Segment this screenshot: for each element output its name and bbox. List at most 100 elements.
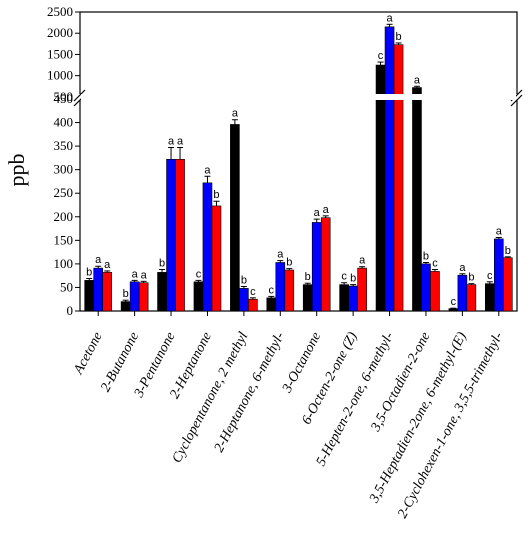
- bar: [357, 267, 367, 312]
- bar: [484, 283, 495, 312]
- significance-letter: b: [241, 275, 247, 287]
- significance-letter: b: [286, 257, 292, 269]
- bar: [493, 238, 504, 312]
- bar: [239, 288, 249, 312]
- y-tick-label: 2500: [47, 4, 73, 19]
- significance-letter: b: [395, 31, 401, 43]
- bar: [157, 272, 167, 312]
- y-tick-label: 100: [54, 256, 74, 271]
- y-tick-label: 150: [54, 232, 74, 247]
- significance-letter: a: [232, 108, 239, 120]
- category-labels: Acetone2-Butanone3-Pentanone2-HeptanoneC…: [71, 330, 507, 521]
- axis-break-mark-left: [73, 89, 86, 102]
- significance-letter: b: [505, 245, 511, 257]
- bar: [457, 274, 468, 312]
- significance-letter: c: [378, 50, 384, 62]
- significance-letter: a: [314, 207, 321, 219]
- significance-letter: a: [414, 74, 421, 86]
- bar: [193, 281, 204, 312]
- bar: [120, 301, 131, 312]
- significance-letter: a: [132, 268, 139, 280]
- significance-letter: a: [168, 136, 175, 148]
- significance-letter: b: [305, 271, 311, 283]
- significance-letter: a: [386, 12, 393, 24]
- bar: [311, 222, 322, 312]
- y-tick-label: 1000: [47, 68, 73, 83]
- significance-letter: c: [451, 296, 457, 308]
- plot-frame: [79, 11, 518, 312]
- bar: [348, 285, 358, 312]
- bar: [430, 271, 440, 312]
- significance-letter: a: [141, 269, 148, 281]
- significance-letter: a: [95, 254, 102, 266]
- significance-letter: c: [250, 286, 256, 298]
- significance-letter: a: [459, 262, 466, 274]
- bar: [230, 124, 240, 312]
- significance-letter: b: [86, 266, 92, 278]
- bar: [102, 272, 113, 312]
- significance-letter: a: [496, 226, 503, 238]
- bar: [502, 257, 513, 312]
- bar: [284, 269, 295, 312]
- significance-letter: c: [269, 284, 275, 296]
- bar: [375, 64, 386, 312]
- significance-letter: c: [196, 268, 202, 280]
- bar: [412, 87, 422, 312]
- significance-letter: a: [204, 164, 211, 176]
- bar: [384, 26, 395, 312]
- bar: [275, 262, 286, 312]
- bar: [393, 44, 404, 312]
- axis-break-mark-right: [510, 94, 523, 107]
- significance-letter: b: [213, 189, 219, 201]
- category-label: 2-Heptanone, 6-methyl-: [212, 330, 288, 455]
- bar: [448, 308, 459, 312]
- bar: [248, 298, 258, 312]
- significance-letter: c: [432, 258, 438, 270]
- bar: [421, 263, 431, 312]
- bar: [175, 159, 185, 312]
- significance-letter: a: [277, 249, 284, 261]
- bar: [93, 267, 104, 312]
- significance-letter: b: [423, 250, 429, 262]
- bar: [138, 282, 149, 312]
- bar: [166, 159, 176, 312]
- y-tick-label: 200: [54, 209, 74, 224]
- significance-letter: a: [104, 259, 111, 271]
- significance-letter: b: [123, 288, 129, 300]
- bar: [211, 205, 222, 312]
- y-tick-label: 300: [54, 162, 74, 177]
- y-tick-label: 2000: [47, 25, 73, 40]
- bar: [202, 182, 213, 312]
- bar: [339, 284, 349, 312]
- bar: [129, 281, 140, 312]
- bar: [302, 284, 313, 312]
- y-tick-label: 500: [54, 89, 74, 104]
- significance-letter: a: [177, 136, 184, 148]
- significance-letter: c: [487, 270, 493, 282]
- y-tick-label: 350: [54, 138, 74, 153]
- axis-break-mask-right: [511, 94, 523, 100]
- significance-letter: c: [341, 271, 347, 283]
- axis-break-band: [81, 94, 516, 100]
- y-tick-label: 50: [60, 279, 73, 294]
- significance-letter: b: [350, 273, 356, 285]
- y-tick-label: 400: [54, 115, 74, 130]
- significance-letter: a: [359, 255, 366, 267]
- y-tick-label: 250: [54, 185, 74, 200]
- category-label: Acetone: [71, 330, 106, 378]
- bar: [84, 280, 95, 312]
- significance-letter: b: [159, 258, 165, 270]
- y-tick-label: 450: [54, 91, 74, 106]
- y-tick-label: 0: [67, 303, 74, 318]
- axis-break-mask-left: [74, 94, 86, 100]
- y-axis-label: ppb: [4, 154, 29, 187]
- bar: [320, 217, 331, 312]
- significance-letter: b: [468, 272, 474, 284]
- bar: [266, 297, 277, 312]
- y-tick-label: 1500: [47, 46, 73, 61]
- bar: [466, 284, 477, 312]
- significance-letter: a: [323, 204, 330, 216]
